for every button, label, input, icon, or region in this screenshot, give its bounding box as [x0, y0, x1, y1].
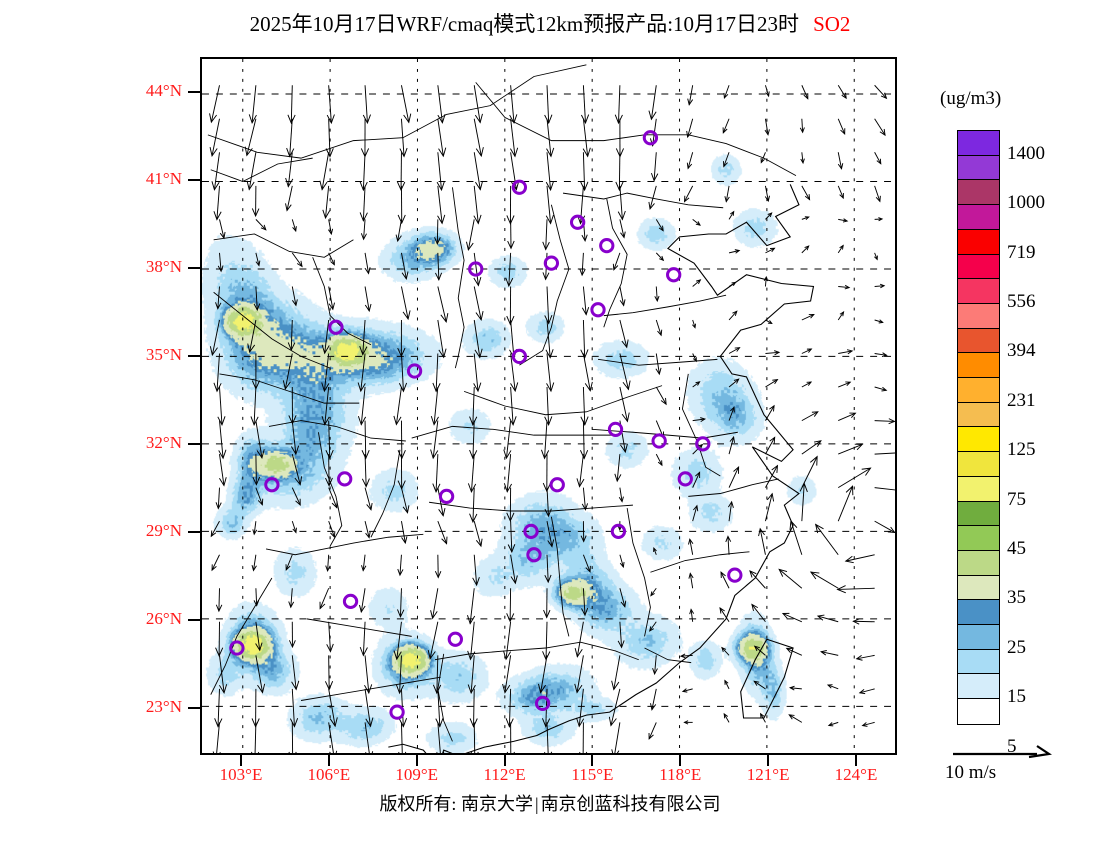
lat-tick-41: 41°N: [145, 169, 182, 189]
coastline: [388, 184, 815, 753]
chart-title: 2025年10月17日WRF/cmaq模式12km预报产品:10月17日23时 S…: [0, 8, 1100, 38]
lon-tick-mark: [855, 755, 857, 766]
colorbar-band-8: [958, 328, 999, 354]
lat-tick-mark: [188, 619, 200, 622]
colorbar-label-556: 556: [1007, 290, 1036, 312]
lat-tick-mark: [188, 267, 200, 270]
lat-tick-mark: [188, 707, 200, 710]
lat-tick-32: 32°N: [145, 433, 182, 453]
footer-separator: |: [534, 794, 539, 814]
colorbar-label-1400: 1400: [1007, 142, 1045, 164]
colorbar-band-18: [958, 575, 999, 601]
colorbar-band-5: [958, 254, 999, 280]
concentration-field-canvas: [202, 59, 895, 753]
lon-tick-mark: [415, 755, 418, 766]
lon-tick-124: 124°E: [834, 765, 878, 784]
copyright-owner: 版权所有: 南京大学: [379, 794, 533, 814]
colorbar-band-21: [958, 649, 999, 675]
colorbar-band-17: [958, 550, 999, 576]
lat-tick-35: 35°N: [145, 345, 182, 365]
lat-tick-23: 23°N: [145, 697, 182, 717]
colorbar-band-7: [958, 303, 999, 329]
colorbar-label-125: 125: [1007, 439, 1036, 461]
lon-tick-103: 103°E: [219, 765, 263, 784]
colorbar-label-719: 719: [1007, 241, 1036, 263]
lon-tick-mark: [327, 755, 330, 766]
lon-tick-112: 112°E: [483, 765, 526, 784]
lon-tick-mark: [240, 755, 242, 766]
lon-tick-118: 118°E: [659, 765, 702, 784]
wind-scale-arrow-icon: [953, 745, 1052, 759]
colorbar-band-4: [958, 229, 999, 255]
lon-tick-mark: [503, 755, 506, 766]
colorbar-label-25: 25: [1007, 636, 1026, 658]
lat-tick-29: 29°N: [145, 521, 182, 541]
colorbar-label-35: 35: [1007, 587, 1026, 609]
map-overlay-svg: [202, 59, 895, 753]
colorbar[interactable]: [957, 130, 1000, 725]
city-markers: [229, 130, 743, 720]
colorbar-units-label: (ug/m3): [940, 88, 1002, 109]
lon-tick-115: 115°E: [571, 765, 614, 784]
colorbar-label-5: 5: [1007, 735, 1017, 757]
lat-tick-38: 38°N: [145, 257, 182, 277]
colorbar-band-20: [958, 625, 999, 650]
lon-tick-121: 121°E: [746, 765, 790, 784]
colorbar-band-10: [958, 378, 999, 403]
colorbar-band-22: [958, 674, 999, 700]
lat-tick-mark: [188, 355, 200, 358]
colorbar-label-231: 231: [1007, 389, 1036, 411]
colorbar-band-14: [958, 476, 999, 502]
lat-tick-mark: [188, 91, 200, 94]
lon-tick-mark: [679, 755, 682, 766]
lon-tick-mark: [767, 755, 770, 766]
lat-tick-mark: [188, 443, 200, 446]
wind-scale-label: 10 m/s: [945, 762, 997, 783]
colorbar-label-15: 15: [1007, 686, 1026, 708]
forecast-map[interactable]: [200, 57, 897, 755]
colorbar-band-13: [958, 452, 999, 477]
lat-tick-mark: [188, 531, 200, 534]
title-main-text: 2025年10月17日WRF/cmaq模式12km预报产品:10月17日23时: [249, 12, 800, 36]
colorbar-band-15: [958, 501, 999, 527]
colorbar-label-1000: 1000: [1007, 192, 1045, 214]
lat-tick-44: 44°N: [145, 81, 182, 101]
colorbar-band-6: [958, 279, 999, 304]
colorbar-band-1: [958, 155, 999, 181]
lon-tick-106: 106°E: [307, 765, 351, 784]
lon-tick-mark: [591, 755, 594, 766]
colorbar-band-0: [958, 131, 999, 156]
colorbar-band-16: [958, 526, 999, 551]
colorbar-band-9: [958, 353, 999, 379]
lon-tick-109: 109°E: [395, 765, 439, 784]
colorbar-band-23: [958, 699, 999, 724]
colorbar-band-12: [958, 427, 999, 453]
title-species-text: SO2: [813, 12, 851, 36]
lat-tick-mark: [188, 179, 200, 182]
colorbar-band-11: [958, 402, 999, 428]
copyright-footer: 版权所有: 南京大学 | 南京创蓝科技有限公司: [0, 790, 1100, 816]
lat-tick-26: 26°N: [145, 609, 182, 629]
colorbar-label-75: 75: [1007, 488, 1026, 510]
colorbar-band-2: [958, 180, 999, 206]
footer-company: 南京创蓝科技有限公司: [540, 794, 721, 814]
colorbar-band-3: [958, 205, 999, 230]
colorbar-band-19: [958, 600, 999, 626]
colorbar-label-45: 45: [1007, 538, 1026, 560]
colorbar-label-394: 394: [1007, 340, 1036, 362]
